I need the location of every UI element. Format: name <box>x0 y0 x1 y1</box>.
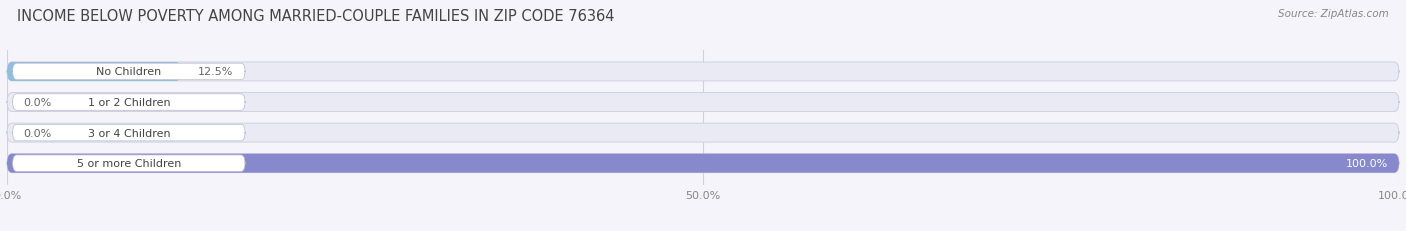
FancyBboxPatch shape <box>13 94 245 111</box>
FancyBboxPatch shape <box>7 154 1399 173</box>
FancyBboxPatch shape <box>7 63 181 82</box>
Text: 1 or 2 Children: 1 or 2 Children <box>87 98 170 108</box>
Text: 0.0%: 0.0% <box>24 98 52 108</box>
Text: 3 or 4 Children: 3 or 4 Children <box>87 128 170 138</box>
Text: INCOME BELOW POVERTY AMONG MARRIED-COUPLE FAMILIES IN ZIP CODE 76364: INCOME BELOW POVERTY AMONG MARRIED-COUPL… <box>17 9 614 24</box>
FancyBboxPatch shape <box>7 63 1399 82</box>
FancyBboxPatch shape <box>7 93 1399 112</box>
FancyBboxPatch shape <box>7 124 1399 143</box>
Text: Source: ZipAtlas.com: Source: ZipAtlas.com <box>1278 9 1389 19</box>
Text: 12.5%: 12.5% <box>198 67 233 77</box>
Text: 5 or more Children: 5 or more Children <box>77 158 181 168</box>
Text: 0.0%: 0.0% <box>24 128 52 138</box>
FancyBboxPatch shape <box>7 154 1399 173</box>
FancyBboxPatch shape <box>13 64 245 80</box>
FancyBboxPatch shape <box>13 125 245 141</box>
Text: 100.0%: 100.0% <box>1346 158 1388 168</box>
FancyBboxPatch shape <box>13 155 245 172</box>
Text: No Children: No Children <box>96 67 162 77</box>
